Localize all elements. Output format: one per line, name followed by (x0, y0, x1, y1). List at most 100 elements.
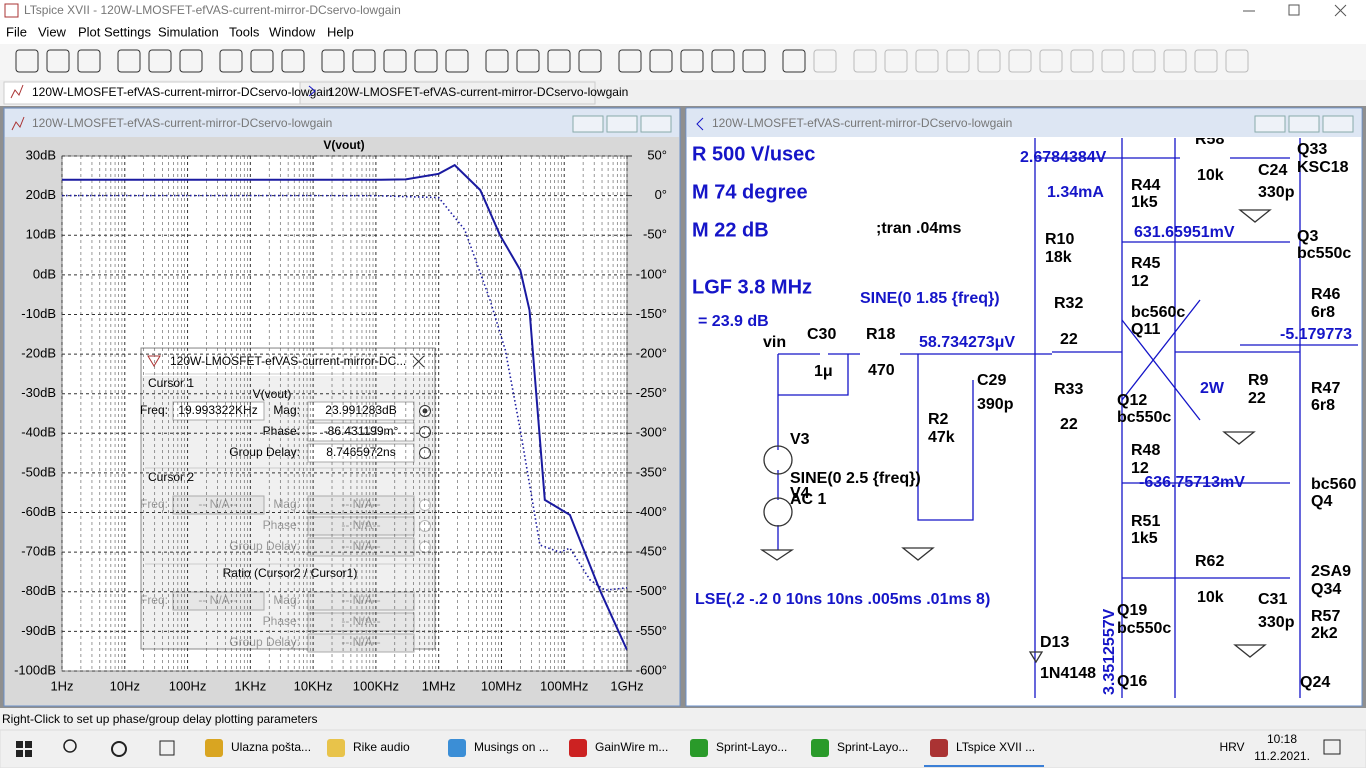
tab-label[interactable]: 120W-LMOSFET-efVAS-current-mirror-DCserv… (328, 85, 628, 99)
toolbar-button[interactable] (1163, 49, 1187, 73)
field-value[interactable]: -- N/A-- (341, 518, 380, 532)
toolbar-button[interactable] (1225, 49, 1249, 73)
toolbar-button[interactable] (618, 49, 642, 73)
toolbar-button[interactable] (1101, 49, 1125, 73)
toolbar-button[interactable] (946, 49, 970, 73)
taskbar-icon[interactable] (569, 739, 587, 757)
toolbar-button[interactable] (742, 49, 766, 73)
maximize-button[interactable] (606, 115, 638, 133)
toolbar-button[interactable] (884, 49, 908, 73)
taskbar-icon[interactable] (690, 739, 708, 757)
field-value[interactable]: -- N/A-- (341, 614, 380, 628)
toolbar-button[interactable] (485, 49, 509, 73)
field-value[interactable]: 19.993322KHz (178, 403, 257, 417)
toolbar-button[interactable] (383, 49, 407, 73)
toolbar-button[interactable] (1008, 49, 1032, 73)
tab-label[interactable]: 120W-LMOSFET-efVAS-current-mirror-DCserv… (32, 85, 332, 99)
tab[interactable] (299, 81, 596, 105)
toolbar-button[interactable] (578, 49, 602, 73)
maximize-button[interactable] (1288, 115, 1320, 133)
toolbar-button[interactable] (219, 49, 243, 73)
toolbar-button[interactable] (117, 49, 141, 73)
toolbar-button[interactable] (1194, 49, 1218, 73)
task-view-button[interactable] (159, 740, 175, 756)
minimize-button[interactable] (572, 115, 604, 133)
toolbar-button[interactable] (915, 49, 939, 73)
toolbar-button[interactable] (813, 49, 837, 73)
toolbar-button[interactable] (1070, 49, 1094, 73)
menu-item[interactable]: Simulation (158, 24, 219, 39)
close-button[interactable] (1334, 4, 1347, 17)
restore-button[interactable] (1288, 4, 1300, 16)
notifications-button[interactable] (1323, 739, 1341, 755)
field-value[interactable]: -- N/A-- (341, 539, 380, 553)
taskbar-label[interactable]: Ulazna pošta... (231, 740, 311, 754)
toolbar-button[interactable] (711, 49, 735, 73)
toolbar-button[interactable] (1039, 49, 1063, 73)
minimize-button[interactable] (1254, 115, 1286, 133)
menu-item[interactable]: File (6, 24, 27, 39)
field-value[interactable]: -- N/A-- (198, 497, 237, 511)
menu-item[interactable]: Window (269, 24, 316, 39)
toolbar-button[interactable] (77, 49, 101, 73)
taskbar-label[interactable]: Musings on ... (474, 740, 549, 754)
menu-item[interactable]: Help (327, 24, 354, 39)
toolbar-button[interactable] (516, 49, 540, 73)
schematic-label: Q3 (1297, 228, 1318, 245)
field-value[interactable]: -- N/A-- (198, 593, 237, 607)
toolbar-button[interactable] (148, 49, 172, 73)
toolbar-button[interactable] (977, 49, 1001, 73)
taskbar-label[interactable]: Sprint-Layo... (837, 740, 908, 754)
taskbar-icon[interactable] (930, 739, 948, 757)
toolbar-button[interactable] (46, 49, 70, 73)
field-value[interactable]: -86.431199m° (324, 424, 399, 438)
toolbar-button[interactable] (649, 49, 673, 73)
field-value[interactable]: -- N/A-- (341, 593, 380, 607)
toolbar-button[interactable] (352, 49, 376, 73)
field-value[interactable]: -- N/A-- (341, 497, 380, 511)
menu-item[interactable]: Plot Settings (78, 24, 151, 39)
toolbar-button[interactable] (414, 49, 438, 73)
language[interactable]: HRV (1219, 740, 1244, 754)
toolbar-button[interactable] (445, 49, 469, 73)
toolbar-button[interactable] (1132, 49, 1156, 73)
menu-item[interactable]: View (38, 24, 67, 39)
taskbar-icon[interactable] (327, 739, 345, 757)
x-tick-label: 10MHz (481, 678, 522, 693)
y2-tick-label: -150° (636, 306, 667, 321)
clock-date[interactable]: 11.2.2021. (1254, 749, 1310, 763)
toolbar-button[interactable] (281, 49, 305, 73)
y-tick-label: 10dB (26, 227, 56, 242)
taskbar-icon[interactable] (448, 739, 466, 757)
toolbar-button[interactable] (321, 49, 345, 73)
radio-button[interactable] (419, 520, 431, 532)
toolbar-button[interactable] (179, 49, 203, 73)
toolbar-button[interactable] (782, 49, 806, 73)
trace-label[interactable]: V(vout) (323, 138, 364, 152)
schematic-label: 6r8 (1311, 304, 1335, 321)
taskbar-icon[interactable] (205, 739, 223, 757)
field-value[interactable]: 8.7465972ns (326, 445, 395, 459)
toolbar-button[interactable] (15, 49, 39, 73)
taskbar-icon[interactable] (811, 739, 829, 757)
taskbar-label[interactable]: Rike audio (353, 740, 410, 754)
menu-item[interactable]: Tools (229, 24, 260, 39)
taskbar-label[interactable]: Sprint-Layo... (716, 740, 787, 754)
close-button[interactable] (1322, 115, 1354, 133)
clock-time[interactable]: 10:18 (1267, 732, 1297, 746)
dialog-close[interactable] (412, 355, 425, 368)
taskbar-label[interactable]: LTspice XVII ... (956, 740, 1035, 754)
toolbar-button[interactable] (853, 49, 877, 73)
schematic-label: 22 (1060, 416, 1078, 433)
toolbar-button[interactable] (680, 49, 704, 73)
field-value[interactable]: 23.991283dB (325, 403, 396, 417)
taskbar-label[interactable]: GainWire m... (595, 740, 668, 754)
close-button[interactable] (640, 115, 672, 133)
toolbar-button[interactable] (547, 49, 571, 73)
toolbar-button[interactable] (250, 49, 274, 73)
cortana-button[interactable] (111, 741, 127, 757)
start-button[interactable] (16, 741, 32, 757)
search-button[interactable] (63, 739, 77, 753)
field (307, 633, 415, 653)
field-value[interactable]: -- N/A-- (341, 635, 380, 649)
